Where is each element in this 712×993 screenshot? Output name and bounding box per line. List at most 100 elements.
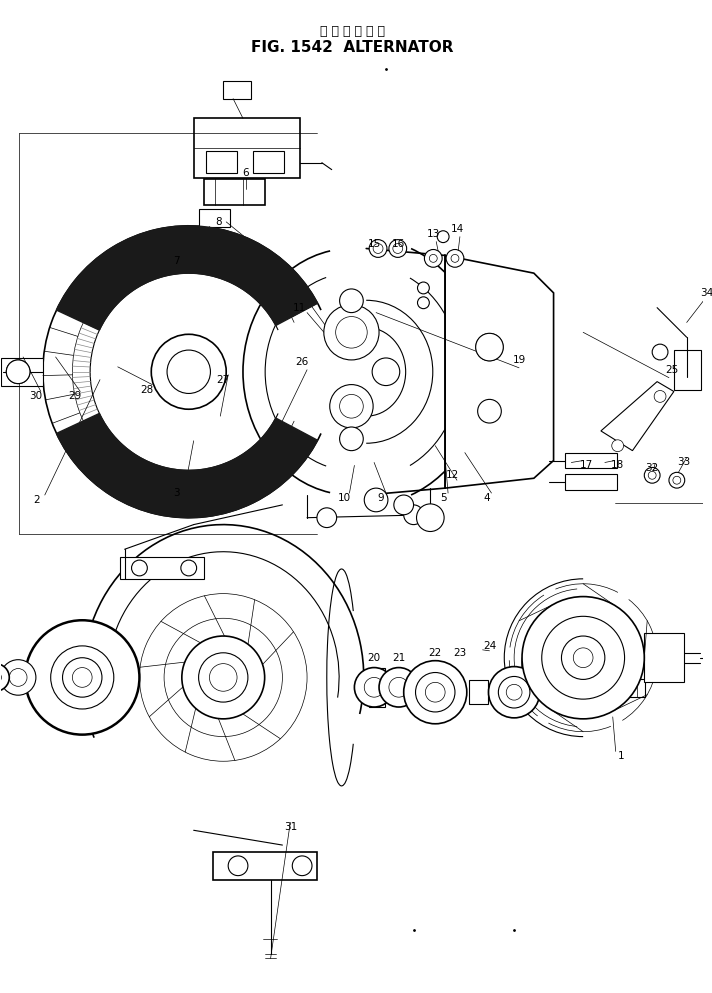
Text: 21: 21 — [392, 652, 405, 662]
Text: 2: 2 — [33, 495, 40, 505]
Circle shape — [652, 345, 668, 359]
Circle shape — [562, 637, 605, 679]
Circle shape — [389, 677, 409, 697]
Circle shape — [365, 489, 388, 511]
Circle shape — [389, 239, 407, 257]
Circle shape — [355, 667, 394, 707]
Circle shape — [317, 507, 337, 527]
Circle shape — [340, 289, 363, 313]
Circle shape — [9, 668, 27, 686]
Text: 28: 28 — [141, 384, 154, 394]
Circle shape — [182, 637, 265, 719]
Circle shape — [0, 663, 9, 691]
Circle shape — [73, 667, 92, 687]
Circle shape — [372, 357, 399, 385]
Text: 15: 15 — [367, 238, 381, 248]
Text: 22: 22 — [429, 647, 442, 657]
Circle shape — [370, 239, 387, 257]
Circle shape — [648, 472, 656, 480]
Text: 5: 5 — [440, 493, 446, 503]
Polygon shape — [56, 413, 318, 517]
Bar — [206, 151, 237, 173]
Text: 34: 34 — [700, 288, 712, 298]
Text: 12: 12 — [446, 471, 459, 481]
Text: 16: 16 — [392, 238, 405, 248]
Circle shape — [437, 230, 449, 242]
Text: 9: 9 — [377, 493, 384, 503]
Text: 23: 23 — [454, 647, 466, 657]
Circle shape — [416, 672, 455, 712]
Text: 11: 11 — [293, 303, 305, 313]
Bar — [370, 667, 385, 707]
Text: 8: 8 — [215, 216, 221, 226]
Text: 29: 29 — [69, 391, 82, 401]
Text: 24: 24 — [483, 640, 496, 650]
Circle shape — [404, 504, 424, 524]
Text: 30: 30 — [29, 391, 43, 401]
Bar — [565, 453, 617, 469]
Circle shape — [228, 856, 248, 876]
Bar — [214, 852, 317, 880]
Circle shape — [644, 468, 660, 484]
Circle shape — [394, 496, 414, 514]
Text: 13: 13 — [426, 228, 440, 238]
Text: FIG. 1542  ALTERNATOR: FIG. 1542 ALTERNATOR — [251, 40, 454, 55]
Circle shape — [209, 663, 237, 691]
Circle shape — [417, 282, 429, 294]
Circle shape — [424, 249, 442, 267]
Bar — [674, 351, 701, 389]
Text: 26: 26 — [295, 356, 309, 366]
Circle shape — [330, 384, 373, 428]
Circle shape — [38, 634, 127, 722]
Bar — [194, 118, 300, 178]
Circle shape — [542, 617, 624, 699]
Circle shape — [488, 666, 540, 718]
Text: 14: 14 — [450, 223, 464, 233]
Polygon shape — [56, 225, 318, 330]
Text: 6: 6 — [243, 168, 249, 178]
Bar — [468, 680, 488, 704]
Bar — [644, 634, 684, 682]
Text: 27: 27 — [216, 374, 230, 384]
Circle shape — [6, 359, 30, 383]
Circle shape — [451, 254, 459, 262]
Bar — [120, 557, 204, 579]
Circle shape — [373, 243, 383, 253]
Circle shape — [417, 503, 444, 531]
Bar — [199, 210, 230, 226]
Circle shape — [673, 477, 681, 485]
Circle shape — [393, 243, 403, 253]
Circle shape — [151, 335, 226, 409]
Text: 17: 17 — [580, 461, 593, 471]
Circle shape — [199, 652, 248, 702]
Circle shape — [506, 684, 522, 700]
Bar — [253, 151, 284, 173]
Circle shape — [425, 682, 445, 702]
Text: 33: 33 — [677, 458, 691, 468]
Circle shape — [573, 647, 593, 667]
Circle shape — [429, 254, 437, 262]
Circle shape — [446, 249, 464, 267]
Circle shape — [340, 394, 363, 418]
Bar — [565, 475, 617, 491]
Text: 7: 7 — [174, 256, 180, 266]
Circle shape — [0, 671, 1, 683]
Circle shape — [612, 440, 624, 452]
Text: 32: 32 — [646, 464, 659, 474]
Circle shape — [478, 399, 501, 423]
Circle shape — [379, 667, 419, 707]
Bar — [627, 679, 645, 697]
Text: 10: 10 — [338, 493, 351, 503]
Text: 3: 3 — [174, 488, 180, 498]
Circle shape — [340, 427, 363, 451]
Text: 1: 1 — [617, 752, 624, 762]
Circle shape — [654, 390, 666, 402]
Text: 20: 20 — [367, 652, 381, 662]
Circle shape — [324, 305, 379, 359]
Circle shape — [51, 645, 114, 709]
Text: 4: 4 — [483, 493, 490, 503]
Circle shape — [292, 856, 312, 876]
Text: 25: 25 — [665, 364, 679, 374]
Circle shape — [476, 334, 503, 360]
Circle shape — [132, 560, 147, 576]
